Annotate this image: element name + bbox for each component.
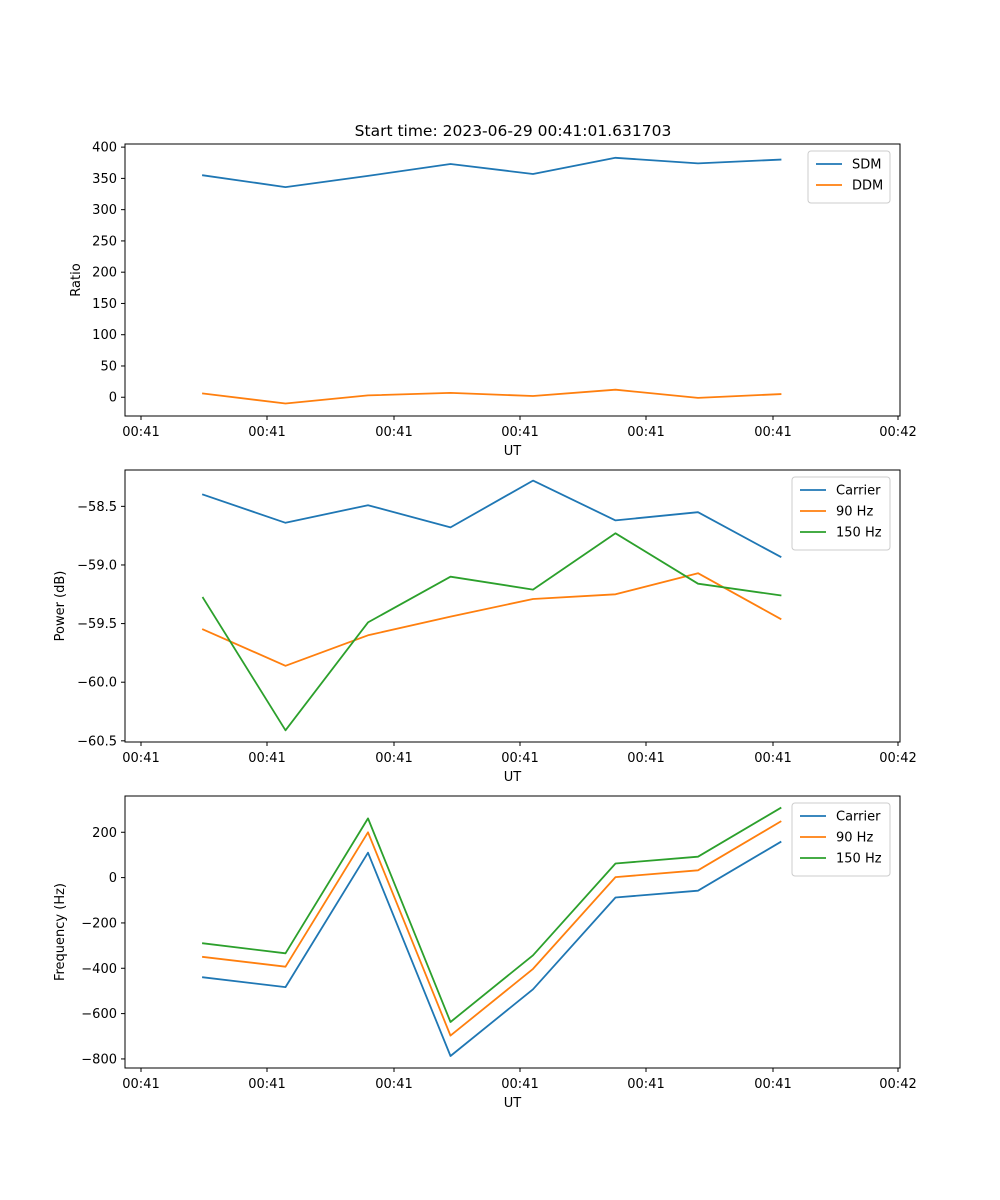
x-tick-label: 00:41 <box>122 751 159 766</box>
y-tick-label: −58.5 <box>77 500 117 515</box>
legend-entry: DDM <box>852 179 883 194</box>
y-tick-label: −59.0 <box>77 558 117 573</box>
subplot-2: 00:41 00:41 00:41 00:41 00:41 00:41 00:42 −60.5… <box>53 469 917 785</box>
y-tick-label: −800 <box>81 1052 117 1067</box>
x-tick-label: 00:41 <box>248 425 285 440</box>
x-axis-label: UT <box>504 444 522 459</box>
legend-entry: Carrier <box>836 484 881 499</box>
y-tick-label: −200 <box>81 916 117 931</box>
legend: Carrier 90 Hz 150 Hz <box>791 802 891 877</box>
y-tick-label: 250 <box>92 234 117 249</box>
x-tick-label: 00:42 <box>879 751 916 766</box>
y-axis-label: Power (dB) <box>53 571 68 642</box>
series-line-sdm <box>201 156 782 189</box>
x-axis-label: UT <box>504 1096 522 1111</box>
y-tick-label: −400 <box>81 962 117 977</box>
x-tick-label: 00:41 <box>627 1077 664 1092</box>
legend-entry: Carrier <box>836 810 881 825</box>
axes-frame <box>124 143 901 417</box>
x-tick-label: 00:41 <box>754 751 791 766</box>
axes-frame <box>124 469 901 743</box>
figure-title: Start time: 2023-06-29 00:41:01.631703 <box>355 122 672 140</box>
subplot-3: 00:41 00:41 00:41 00:41 00:41 00:41 00:42 −800 −… <box>53 795 917 1111</box>
x-tick-label: 00:41 <box>248 751 285 766</box>
y-tick-label: 0 <box>109 391 117 406</box>
x-axis-label: UT <box>504 770 522 785</box>
series-line-carrier <box>201 479 782 559</box>
x-tick-label: 00:41 <box>122 425 159 440</box>
y-tick-label: 50 <box>100 359 117 374</box>
axes-frame <box>124 795 901 1069</box>
x-tick-label: 00:41 <box>375 1077 412 1092</box>
y-axis-label: Ratio <box>69 263 84 296</box>
series-line-150-hz <box>201 532 782 732</box>
y-tick-label: 350 <box>92 172 117 187</box>
y-tick-label: 200 <box>92 826 117 841</box>
y-tick-label: 300 <box>92 203 117 218</box>
subplots: 00:41 00:41 00:41 00:41 00:41 00:41 00:42 0 50 10… <box>53 141 917 1111</box>
legend: Carrier 90 Hz 150 Hz <box>791 476 891 551</box>
series-line-90-hz <box>202 820 782 1037</box>
legend-entry: 90 Hz <box>836 505 873 520</box>
series-line-ddm <box>201 388 782 405</box>
legend-entry: SDM <box>852 158 881 173</box>
legend-entry: 90 Hz <box>836 831 873 846</box>
y-axis-label: Frequency (Hz) <box>53 883 68 981</box>
series-line-90-hz <box>201 572 782 667</box>
x-tick-label: 00:41 <box>248 1077 285 1092</box>
y-tick-label: 400 <box>92 141 117 156</box>
legend-entry: 150 Hz <box>836 526 882 541</box>
y-tick-label: −60.0 <box>77 676 117 691</box>
x-tick-label: 00:41 <box>627 751 664 766</box>
x-tick-label: 00:42 <box>879 425 916 440</box>
x-tick-label: 00:41 <box>501 425 538 440</box>
subplot-1: 00:41 00:41 00:41 00:41 00:41 00:41 00:42 0 50 10… <box>69 141 917 459</box>
y-tick-label: 150 <box>92 297 117 312</box>
y-tick-label: −59.5 <box>77 617 117 632</box>
x-tick-label: 00:42 <box>879 1077 916 1092</box>
x-tick-label: 00:41 <box>501 751 538 766</box>
series-line-carrier <box>202 840 782 1057</box>
y-tick-label: 200 <box>92 266 117 281</box>
x-tick-label: 00:41 <box>375 751 412 766</box>
series-line-150-hz <box>201 806 782 1023</box>
y-tick-label: −60.5 <box>77 734 117 749</box>
x-tick-label: 00:41 <box>754 1077 791 1092</box>
x-tick-label: 00:41 <box>375 425 412 440</box>
x-tick-label: 00:41 <box>501 1077 538 1092</box>
legend-entry: 150 Hz <box>836 852 882 867</box>
y-tick-label: 0 <box>109 871 117 886</box>
y-tick-label: −600 <box>81 1007 117 1022</box>
x-tick-label: 00:41 <box>122 1077 159 1092</box>
x-tick-label: 00:41 <box>627 425 664 440</box>
y-tick-label: 100 <box>92 328 117 343</box>
legend: SDM DDM <box>807 150 891 204</box>
x-tick-label: 00:41 <box>754 425 791 440</box>
